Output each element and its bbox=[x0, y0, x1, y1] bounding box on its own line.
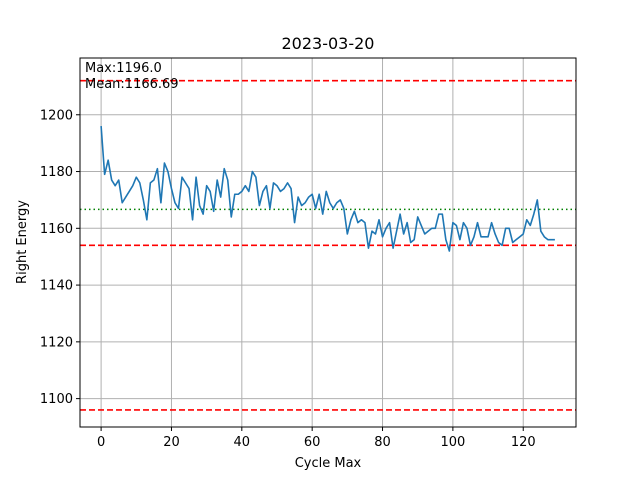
mean-annotation: Mean:1166.69 bbox=[85, 77, 179, 92]
y-tick-label: 1120 bbox=[40, 335, 73, 350]
x-tick-label: 100 bbox=[440, 435, 465, 450]
y-tick-label: 1140 bbox=[40, 279, 73, 294]
x-axis-ticks: 0 20 40 60 80 100 120 bbox=[97, 427, 536, 450]
y-tick-label: 1200 bbox=[40, 108, 73, 123]
y-tick-label: 1100 bbox=[40, 392, 73, 407]
y-tick-label: 1160 bbox=[40, 222, 73, 237]
x-tick-label: 80 bbox=[374, 435, 391, 450]
y-axis-ticks: 1100 1120 1140 1160 1180 1200 bbox=[40, 108, 80, 407]
max-annotation: Max:1196.0 bbox=[85, 61, 162, 76]
series-group bbox=[100, 126, 555, 252]
series-line bbox=[100, 126, 555, 252]
plot-frame bbox=[79, 57, 577, 428]
y-tick-label: 1180 bbox=[40, 165, 73, 180]
x-tick-label: 40 bbox=[234, 435, 251, 450]
x-tick-label: 60 bbox=[304, 435, 321, 450]
chart-title: 2023-03-20 bbox=[282, 34, 375, 53]
y-axis-label: Right Energy bbox=[15, 200, 30, 284]
x-axis-label: Cycle Max bbox=[295, 456, 362, 471]
x-tick-label: 0 bbox=[97, 435, 105, 450]
reference-lines bbox=[80, 79, 576, 411]
x-tick-label: 20 bbox=[163, 435, 180, 450]
x-tick-label: 120 bbox=[511, 435, 536, 450]
